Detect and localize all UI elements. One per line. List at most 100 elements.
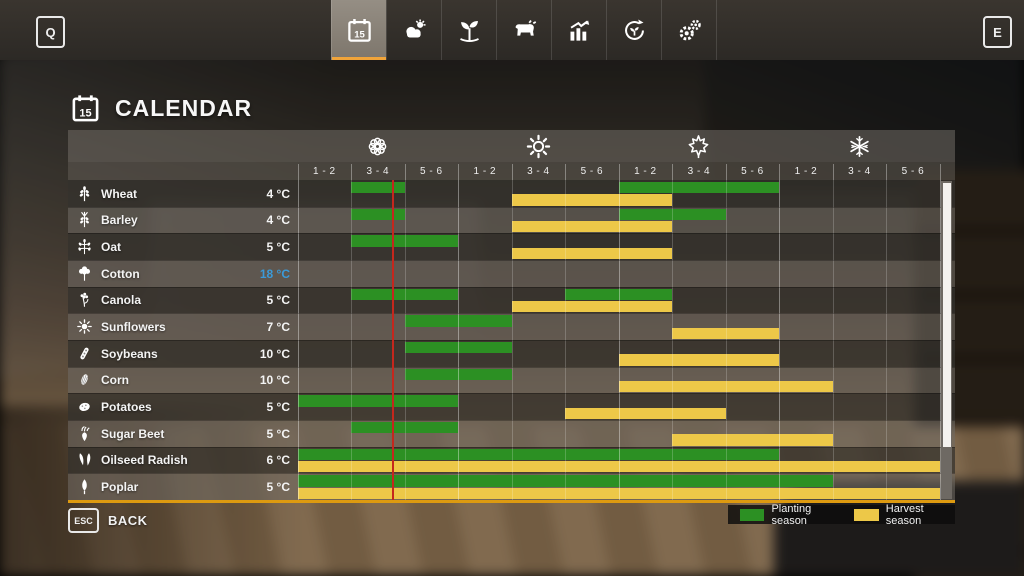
- legend: Planting season Harvest season: [728, 503, 955, 527]
- planting-bar: [351, 422, 459, 434]
- gridline: [297, 180, 299, 500]
- period-label: 5 - 6: [741, 165, 764, 177]
- settings-icon: [676, 17, 703, 44]
- crop-temperature: 10 °C: [259, 346, 290, 361]
- period-label: 5 - 6: [901, 165, 925, 177]
- gridline: [939, 180, 941, 500]
- crop-name: Poplar: [101, 479, 139, 494]
- harvest-bar: [618, 354, 780, 366]
- crop-row: Barley 4 °C: [68, 206, 955, 234]
- planting-bar: [404, 315, 512, 327]
- harvest-bar: [565, 407, 726, 420]
- calendar-panel: 1 - 2 3 - 4 5 - 6 1 - 2 3 - 4 5 - 6 1 - 2 3 - 4…: [68, 130, 955, 503]
- gridline: [779, 180, 781, 500]
- footer: ESC BACK: [68, 508, 148, 533]
- stats-icon: [566, 17, 593, 44]
- crop-row: Sugar Beet 5 °C: [68, 420, 955, 447]
- period-label: 1 - 2: [313, 165, 336, 177]
- tab-calendar[interactable]: 15: [331, 0, 386, 60]
- canola-icon: [76, 291, 93, 308]
- row-separator: [68, 446, 955, 448]
- sun-icon: [525, 133, 552, 160]
- period-label: 1 - 2: [473, 165, 497, 177]
- planting-bar: [351, 235, 459, 247]
- esc-key[interactable]: ESC: [68, 508, 99, 533]
- row-separator: [68, 206, 955, 208]
- menu-tabs: 15: [331, 0, 717, 60]
- period-tick: [939, 164, 941, 180]
- harvest-bar: [297, 487, 940, 500]
- soybean-icon: [76, 345, 93, 362]
- period-tick: [404, 164, 406, 180]
- crop-temperature: 5 °C: [266, 399, 290, 414]
- harvest-bar: [511, 300, 673, 313]
- legend-swatch: [854, 508, 879, 521]
- period-tick: [511, 164, 513, 180]
- calendar-chart: Wheat 4 °C Barley 4 °C Oat 5 °C Cotton 18 °C Can…: [68, 180, 955, 500]
- row-separator: [68, 420, 955, 421]
- rotation-icon: [621, 17, 648, 44]
- gridline: [832, 180, 834, 500]
- gridline: [351, 180, 353, 500]
- svg-text:15: 15: [79, 107, 91, 119]
- period-tick: [672, 164, 674, 180]
- period-label: 1 - 2: [794, 165, 818, 177]
- calendar-icon: 15: [70, 93, 101, 124]
- tab-crop-rotation[interactable]: [606, 0, 661, 60]
- gridline: [565, 180, 567, 500]
- season-winter: [779, 130, 940, 162]
- poplar-icon: [76, 478, 93, 495]
- row-separator: [68, 393, 955, 395]
- crop-temperature: 5 °C: [266, 479, 290, 494]
- legend-item: Harvest season: [854, 503, 955, 527]
- potato-icon: [76, 398, 93, 415]
- row-separator: [68, 366, 955, 368]
- sunflower-icon: [76, 318, 93, 335]
- barley-icon: [76, 211, 93, 228]
- page-title: CALENDAR: [115, 95, 253, 121]
- row-separator: [68, 313, 955, 315]
- planting-bar: [297, 395, 459, 407]
- planting-bar: [297, 448, 780, 461]
- crop-row: Cotton 18 °C: [68, 260, 955, 287]
- scrollbar-track[interactable]: [941, 181, 952, 499]
- season-autumn: [619, 130, 780, 162]
- period-label: 1 - 2: [634, 165, 657, 177]
- row-separator: [68, 260, 955, 261]
- next-page-key[interactable]: E: [983, 16, 1012, 48]
- crop-temperature: 7 °C: [266, 319, 290, 334]
- scrollbar-thumb[interactable]: [942, 183, 951, 447]
- calendar-icon: 15: [346, 17, 373, 44]
- crop-row: Canola 5 °C: [68, 286, 955, 314]
- corn-icon: [76, 371, 93, 388]
- crop-temperature: 5 °C: [266, 426, 290, 441]
- tab-animals[interactable]: [496, 0, 551, 60]
- tab-statistics[interactable]: [551, 0, 606, 60]
- period-label: 3 - 4: [527, 165, 550, 177]
- legend-label: Planting season: [771, 502, 812, 527]
- row-separator: [68, 286, 955, 288]
- prev-page-key-label: Q: [45, 24, 56, 40]
- tab-weather[interactable]: [386, 0, 441, 60]
- crop-temperature: 4 °C: [266, 186, 290, 201]
- tab-crops[interactable]: [441, 0, 496, 60]
- legend-item: Planting season: [740, 503, 842, 527]
- period-label: 3 - 4: [366, 165, 390, 177]
- period-tick: [886, 164, 888, 180]
- planting-bar: [297, 475, 833, 487]
- oat-icon: [76, 238, 93, 255]
- leaf-icon: [685, 133, 712, 160]
- tab-settings[interactable]: [661, 0, 717, 60]
- top-bar: Q 15 E: [0, 0, 1024, 60]
- period-tick: [779, 164, 781, 180]
- crop-name: Sunflowers: [101, 319, 166, 334]
- planting-bar: [351, 182, 405, 194]
- back-button[interactable]: BACK: [108, 513, 148, 528]
- prev-page-key[interactable]: Q: [36, 16, 65, 48]
- crop-name: Canola: [101, 293, 142, 308]
- harvest-bar: [672, 327, 780, 340]
- planting-bar: [618, 182, 780, 194]
- animals-icon: [511, 17, 538, 44]
- period-label: 3 - 4: [848, 165, 871, 177]
- crop-row: Sunflowers 7 °C: [68, 313, 955, 340]
